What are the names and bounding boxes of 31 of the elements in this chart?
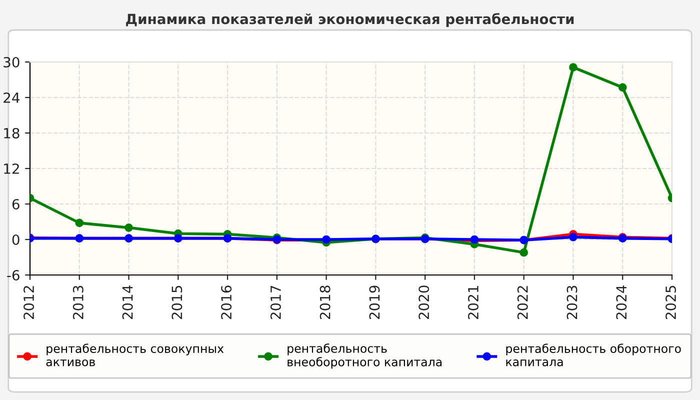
y-tick-label: 30 [4, 56, 20, 68]
x-tick-label: 2024 [616, 286, 627, 320]
x-tick-label: 2020 [418, 286, 430, 320]
x-tick-label: 2021 [468, 286, 478, 320]
point [75, 218, 84, 228]
point [569, 63, 578, 72]
legend-label: рентабельность совокупных активов [46, 344, 224, 366]
x-tick-label: 2022 [517, 286, 528, 320]
y-tick-label: 24 [4, 92, 20, 103]
x-tick-label: 2014 [122, 286, 133, 320]
x-tick-label: 2017 [270, 286, 281, 320]
y-tick-label: 12 [4, 163, 19, 174]
x-tick-label: 2025 [666, 286, 676, 320]
legend-label: рентабельность оборотного капитала [506, 344, 681, 366]
x-tick-label: 2023 [566, 286, 578, 320]
y-tick-label: -6 [7, 270, 20, 280]
point [569, 232, 578, 242]
x-tick-label: 2015 [172, 286, 182, 320]
x-tick-label: 2016 [221, 286, 232, 320]
chart-title: Динамика показателей экономическая рентабельности [126, 13, 574, 27]
point [520, 248, 528, 257]
y-tick-label: 6 [12, 198, 20, 210]
y-tick-label: 18 [4, 128, 20, 138]
y-tick-label: 0 [12, 234, 20, 245]
legend-label: рентабельность внеоборотного капитала [288, 344, 442, 369]
point [124, 224, 133, 232]
x-tick-label: 2012 [24, 286, 34, 320]
x-tick-label: 2018 [320, 286, 330, 320]
x-tick-label: 2013 [72, 286, 84, 320]
point [618, 83, 627, 92]
x-tick-label: 2019 [369, 286, 380, 320]
